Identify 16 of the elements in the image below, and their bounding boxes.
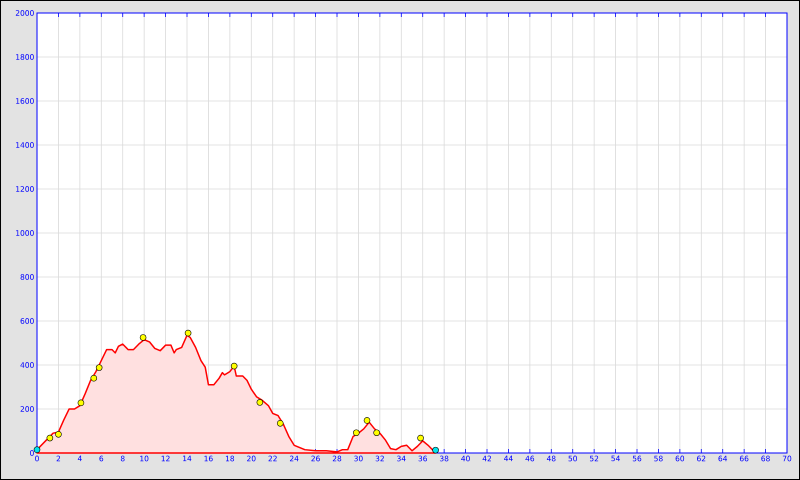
point bbox=[256, 399, 264, 406]
point bbox=[184, 330, 192, 336]
point bbox=[34, 446, 40, 453]
point bbox=[373, 429, 380, 436]
point bbox=[230, 362, 238, 370]
point bbox=[276, 420, 284, 427]
point bbox=[353, 429, 360, 436]
point bbox=[78, 400, 84, 406]
point bbox=[90, 374, 98, 382]
point bbox=[364, 417, 370, 424]
point bbox=[140, 334, 146, 341]
point bbox=[96, 364, 102, 371]
point bbox=[55, 430, 62, 438]
point bbox=[432, 446, 439, 454]
point bbox=[417, 434, 424, 442]
point bbox=[46, 434, 54, 442]
